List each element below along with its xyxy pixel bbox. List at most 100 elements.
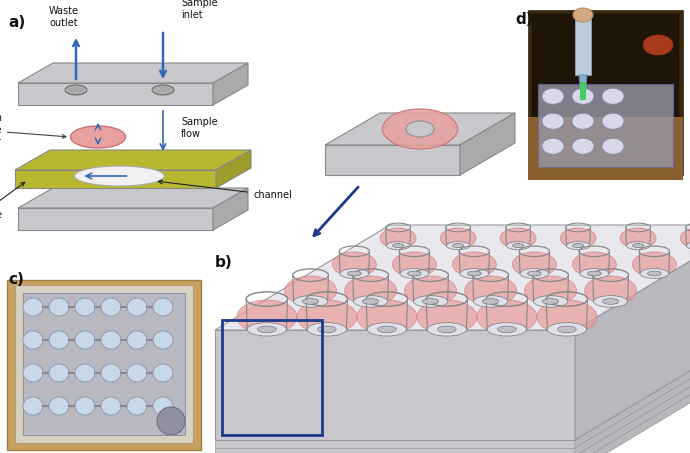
Ellipse shape <box>333 252 376 277</box>
Ellipse shape <box>75 166 164 186</box>
Ellipse shape <box>65 85 87 95</box>
Ellipse shape <box>382 109 457 149</box>
Ellipse shape <box>572 113 594 129</box>
Ellipse shape <box>303 299 319 304</box>
Bar <box>222 320 322 435</box>
Ellipse shape <box>513 252 556 277</box>
Ellipse shape <box>533 296 568 307</box>
Ellipse shape <box>317 326 336 333</box>
Ellipse shape <box>408 271 421 276</box>
Bar <box>528 10 683 175</box>
Ellipse shape <box>284 276 337 305</box>
Polygon shape <box>18 83 213 105</box>
Ellipse shape <box>547 323 586 336</box>
Ellipse shape <box>49 331 69 349</box>
Ellipse shape <box>573 244 584 248</box>
Ellipse shape <box>377 326 396 333</box>
Ellipse shape <box>70 126 126 148</box>
Ellipse shape <box>687 241 690 250</box>
Ellipse shape <box>437 326 456 333</box>
Ellipse shape <box>101 364 121 382</box>
Ellipse shape <box>393 252 436 277</box>
Polygon shape <box>213 188 248 230</box>
Ellipse shape <box>620 228 656 248</box>
Ellipse shape <box>542 138 564 154</box>
Ellipse shape <box>386 241 410 250</box>
Ellipse shape <box>307 323 346 336</box>
Bar <box>23 293 185 435</box>
Ellipse shape <box>153 298 173 316</box>
Polygon shape <box>575 225 690 440</box>
Ellipse shape <box>23 298 43 316</box>
Ellipse shape <box>127 364 147 382</box>
Polygon shape <box>15 170 216 188</box>
Ellipse shape <box>633 244 644 248</box>
Ellipse shape <box>602 138 624 154</box>
Text: adhesive: adhesive <box>0 183 25 220</box>
Ellipse shape <box>528 271 541 276</box>
Ellipse shape <box>602 88 624 104</box>
Ellipse shape <box>153 331 173 349</box>
Text: channel: channel <box>159 180 292 200</box>
Ellipse shape <box>247 323 286 336</box>
Ellipse shape <box>648 271 661 276</box>
Ellipse shape <box>460 269 489 279</box>
Ellipse shape <box>413 296 448 307</box>
Ellipse shape <box>427 323 466 336</box>
Ellipse shape <box>464 276 517 305</box>
Ellipse shape <box>153 397 173 415</box>
Text: a): a) <box>8 15 26 30</box>
Polygon shape <box>579 75 587 95</box>
Bar <box>15 285 193 443</box>
Ellipse shape <box>580 269 609 279</box>
Ellipse shape <box>75 364 95 382</box>
Text: b): b) <box>215 255 233 270</box>
Polygon shape <box>460 113 515 175</box>
Polygon shape <box>325 113 515 145</box>
Ellipse shape <box>75 331 95 349</box>
Ellipse shape <box>572 138 594 154</box>
Ellipse shape <box>602 113 624 129</box>
Ellipse shape <box>75 397 95 415</box>
Polygon shape <box>575 343 690 453</box>
Text: c): c) <box>8 272 24 287</box>
Ellipse shape <box>393 244 404 248</box>
Ellipse shape <box>49 397 69 415</box>
Ellipse shape <box>584 276 637 305</box>
Polygon shape <box>215 330 575 440</box>
Bar <box>7 280 201 450</box>
Polygon shape <box>325 145 460 175</box>
Ellipse shape <box>572 88 594 104</box>
Ellipse shape <box>497 326 516 333</box>
Ellipse shape <box>127 331 147 349</box>
Polygon shape <box>215 432 575 440</box>
Ellipse shape <box>404 276 457 305</box>
Ellipse shape <box>49 364 69 382</box>
Ellipse shape <box>101 397 121 415</box>
Ellipse shape <box>49 298 69 316</box>
Ellipse shape <box>422 299 439 304</box>
Ellipse shape <box>400 269 428 279</box>
Ellipse shape <box>354 296 388 307</box>
Ellipse shape <box>602 299 619 304</box>
Ellipse shape <box>542 299 559 304</box>
Text: Pathogen
capture
filter: Pathogen capture filter <box>0 113 66 147</box>
Polygon shape <box>18 63 248 83</box>
Ellipse shape <box>680 228 690 248</box>
Ellipse shape <box>127 298 147 316</box>
Ellipse shape <box>573 8 593 22</box>
Ellipse shape <box>500 228 536 248</box>
Ellipse shape <box>367 323 406 336</box>
Ellipse shape <box>537 300 597 334</box>
Ellipse shape <box>453 252 496 277</box>
Ellipse shape <box>573 252 616 277</box>
Ellipse shape <box>237 300 297 334</box>
Ellipse shape <box>588 271 601 276</box>
Ellipse shape <box>417 300 477 334</box>
Ellipse shape <box>560 228 596 248</box>
Ellipse shape <box>593 296 628 307</box>
Ellipse shape <box>558 326 576 333</box>
Bar <box>580 82 586 100</box>
Ellipse shape <box>542 113 564 129</box>
Bar <box>538 84 673 167</box>
